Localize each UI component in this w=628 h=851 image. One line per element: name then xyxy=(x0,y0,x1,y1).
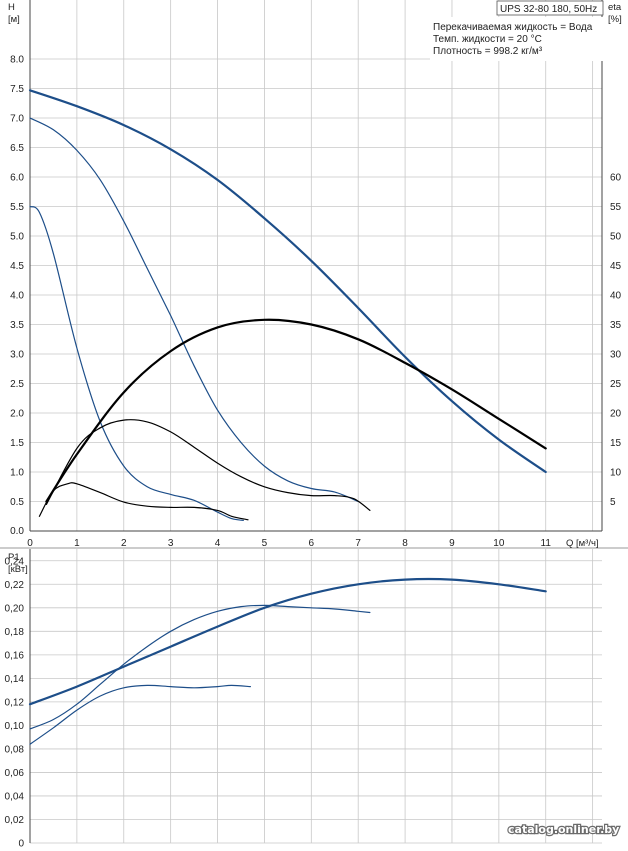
p1-axis-label: P1 xyxy=(8,552,20,563)
h-tick-label: 1.5 xyxy=(10,438,24,449)
eta-tick-label: 35 xyxy=(610,320,622,331)
h-tick-label: 5.0 xyxy=(10,232,24,243)
q-tick-label: 6 xyxy=(309,538,315,549)
chart-curves xyxy=(28,89,547,745)
q-tick-label: 4 xyxy=(215,538,221,549)
q-tick-label: 1 xyxy=(74,538,80,549)
p1-axis-unit: [кВт] xyxy=(8,564,28,575)
h-tick-label: 7.0 xyxy=(10,114,24,125)
h-tick-label: 8.0 xyxy=(10,55,24,66)
eta-tick-label: 40 xyxy=(610,291,622,302)
h-curve-0 xyxy=(28,89,547,474)
p1-tick-label: 0 xyxy=(18,839,24,850)
p1-tick-label: 0,22 xyxy=(5,580,25,591)
q-tick-label: 8 xyxy=(402,538,408,549)
h-tick-label: 0.0 xyxy=(10,526,24,537)
q-axis-label: Q xyxy=(566,538,573,549)
p1-tick-label: 0,04 xyxy=(5,791,25,802)
eta-tick-label: 5 xyxy=(610,497,616,508)
eta-axis-unit: [%] xyxy=(608,14,622,25)
p1-tick-label: 0,12 xyxy=(5,697,25,708)
q-tick-label: 5 xyxy=(262,538,268,549)
info-liquid: Перекачиваемая жидкость = Вода xyxy=(433,22,593,33)
q-tick-label: 0 xyxy=(27,538,33,549)
p1-curve-1 xyxy=(29,604,371,730)
p1-tick-label: 0,10 xyxy=(5,721,25,732)
chart-tick-labels: 0.5 1.0 1.5 2.0 2.5 3.0 3.5 4.0 4.5 5.0 5.5 6.0 6.5 7… xyxy=(5,55,622,850)
q-tick-label: 3 xyxy=(168,538,174,549)
h-tick-label: 7.5 xyxy=(10,84,24,95)
h-curve-1 xyxy=(29,117,359,503)
p1-tick-label: 0,06 xyxy=(5,768,25,779)
q-tick-label: 11 xyxy=(541,538,552,549)
chart-title: UPS 32-80 180, 50Hz xyxy=(500,4,597,15)
h-tick-label: 0.5 xyxy=(10,497,24,508)
eta-curve-3 xyxy=(45,318,547,503)
h-tick-label: 5.5 xyxy=(10,202,24,213)
eta-tick-label: 25 xyxy=(610,379,622,390)
h-tick-label: 1.0 xyxy=(10,468,24,479)
h-curve-2 xyxy=(29,205,244,521)
h-axis-label: H xyxy=(8,2,15,13)
eta-tick-label: 60 xyxy=(610,173,622,184)
h-tick-label: 2.5 xyxy=(10,379,24,390)
p1-tick-label: 0,24 xyxy=(5,556,25,567)
eta-tick-label: 55 xyxy=(610,202,622,213)
p1-tick-label: 0,08 xyxy=(5,744,25,755)
p1-curve-2 xyxy=(29,684,251,745)
eta-tick-label: 50 xyxy=(610,232,622,243)
eta-tick-label: 45 xyxy=(610,261,622,272)
p1-tick-label: 0,16 xyxy=(5,650,25,661)
h-axis-unit: [м] xyxy=(8,14,20,25)
p1-tick-label: 0,18 xyxy=(5,627,25,638)
p1-tick-label: 0,20 xyxy=(5,603,25,614)
h-tick-label: 4.5 xyxy=(10,261,24,272)
eta-tick-label: 15 xyxy=(610,438,622,449)
h-tick-label: 6.5 xyxy=(10,143,24,154)
h-tick-label: 3.0 xyxy=(10,350,24,361)
info-density: Плотность = 998.2 кг/м³ xyxy=(433,46,543,57)
title-box xyxy=(496,0,604,16)
eta-tick-label: 30 xyxy=(610,350,622,361)
h-tick-label: 4.0 xyxy=(10,291,24,302)
eta-curve-5 xyxy=(38,482,249,521)
q-tick-label: 2 xyxy=(121,538,127,549)
eta-axis-label: eta xyxy=(608,2,622,13)
eta-tick-label: 20 xyxy=(610,409,622,420)
h-tick-label: 3.5 xyxy=(10,320,24,331)
eta-tick-label: 10 xyxy=(610,468,622,479)
info-temperature: Темп. жидкости = 20 °C xyxy=(433,34,542,45)
q-axis-unit: [м³/ч] xyxy=(576,538,599,549)
q-tick-label: 7 xyxy=(355,538,361,549)
info-box xyxy=(430,17,603,61)
q-tick-label: 10 xyxy=(493,538,505,549)
p1-tick-label: 0,14 xyxy=(5,674,25,685)
h-tick-label: 6.0 xyxy=(10,173,24,184)
eta-curve-4 xyxy=(45,419,371,511)
watermark: catalog.onliner.by xyxy=(508,823,619,836)
p1-tick-label: 0,02 xyxy=(5,815,25,826)
h-tick-label: 2.0 xyxy=(10,409,24,420)
p1-curve-0 xyxy=(28,577,547,706)
q-tick-label: 9 xyxy=(449,538,455,549)
